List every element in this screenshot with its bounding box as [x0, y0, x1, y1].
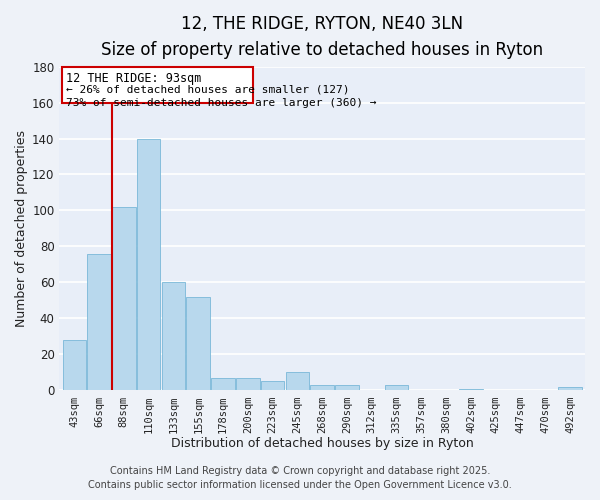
Bar: [236, 378, 260, 390]
Y-axis label: Number of detached properties: Number of detached properties: [15, 130, 28, 327]
Bar: [87, 254, 111, 390]
Text: Contains HM Land Registry data © Crown copyright and database right 2025.
Contai: Contains HM Land Registry data © Crown c…: [88, 466, 512, 490]
Bar: [559, 387, 582, 390]
Text: 12 THE RIDGE: 93sqm: 12 THE RIDGE: 93sqm: [65, 72, 201, 85]
Bar: [187, 297, 210, 390]
Bar: [286, 372, 309, 390]
Bar: [211, 378, 235, 390]
Text: 73% of semi-detached houses are larger (360) →: 73% of semi-detached houses are larger (…: [65, 98, 376, 108]
Bar: [310, 385, 334, 390]
Bar: [161, 282, 185, 391]
Bar: [459, 388, 483, 390]
Bar: [112, 207, 136, 390]
Bar: [137, 138, 160, 390]
Title: 12, THE RIDGE, RYTON, NE40 3LN
Size of property relative to detached houses in R: 12, THE RIDGE, RYTON, NE40 3LN Size of p…: [101, 15, 543, 60]
Bar: [335, 385, 359, 390]
FancyBboxPatch shape: [62, 66, 253, 102]
X-axis label: Distribution of detached houses by size in Ryton: Distribution of detached houses by size …: [171, 437, 473, 450]
Bar: [62, 340, 86, 390]
Bar: [385, 385, 409, 390]
Bar: [261, 382, 284, 390]
Text: ← 26% of detached houses are smaller (127): ← 26% of detached houses are smaller (12…: [65, 84, 349, 94]
